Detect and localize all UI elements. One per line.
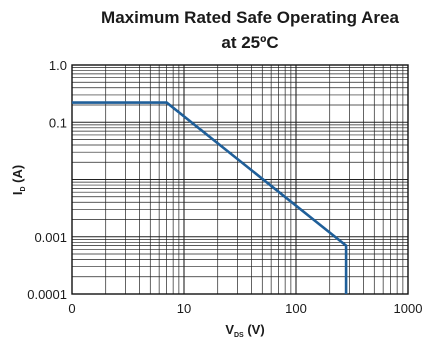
chart-title-line-1: Maximum Rated Safe Operating Area [101,8,399,27]
y-tick-label: 0.1 [49,115,67,130]
x-axis-label-main: V [225,322,234,337]
grid [72,65,408,294]
plot-frame [71,64,409,295]
y-axis-label-subscript: D [20,186,27,191]
x-axis-label: VDS (V) [225,322,264,339]
x-tick-label: 0 [68,301,75,316]
x-tick-label: 10 [177,301,191,316]
y-axis-label-main: I [10,192,25,196]
y-tick-label: 0.001 [34,230,67,245]
x-axis-label-subscript: DS [234,332,244,339]
y-axis-label-unit: (A) [10,165,25,187]
soa-boundary-line [72,101,348,294]
y-tick-label: 1.0 [49,58,67,73]
y-axis-label: ID (A) [10,165,27,195]
chart-title-line-2: at 25ºC [221,33,278,52]
series-group [72,101,348,294]
x-tick-label: 100 [285,301,307,316]
x-tick-label: 1000 [394,301,423,316]
x-axis-label-unit: (V) [244,322,265,337]
y-tick-label: 0.0001 [27,287,67,302]
tick-labels: 0 10 100 1000 1.0 0.1 0.001 0.0001 [27,58,422,316]
